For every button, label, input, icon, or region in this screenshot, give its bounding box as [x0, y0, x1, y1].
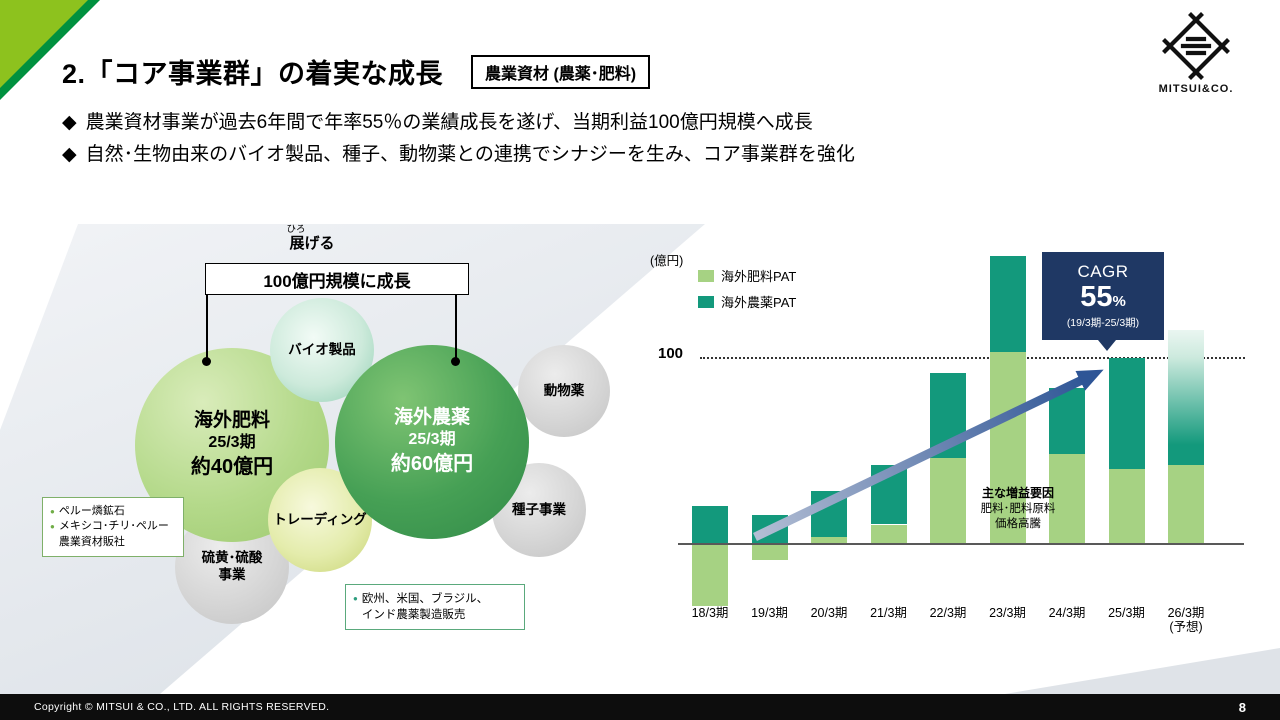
bar-segment-海外農薬PAT [1168, 330, 1204, 466]
bubble-label: 硫黄･硫酸 [201, 550, 263, 566]
bubble-label: 動物薬 [543, 382, 585, 398]
bubble-seed-business: 種子事業 [492, 463, 586, 557]
bar-segment-海外肥料PAT [1108, 469, 1145, 543]
bullet-dot-icon: ● [353, 594, 358, 603]
cagr-callout: CAGR 55% (19/3期-25/3期) [1042, 252, 1164, 340]
bubble-label: トレーディング [273, 511, 367, 527]
x-tick-label: 23/3期 [989, 606, 1026, 620]
bar-segment-海外農薬PAT [1108, 358, 1145, 469]
category-tag: 農業資材 (農薬･肥料) [471, 54, 651, 89]
note-text: ペルー燐鉱石 [58, 505, 125, 517]
summary-bullets: ◆ 農業資材事業が過去6年間で年率55％の業績成長を遂げ、当期利益100億円規模… [62, 112, 855, 176]
note-item: ● 欧州、米国、ブラジル、 インド農薬製造販売 [353, 591, 517, 623]
mitsui-igeta-icon: MITSUI&CO. [1159, 12, 1234, 95]
bullet-dot-icon: ● [50, 522, 55, 532]
legend-swatch-agrochemical [698, 295, 714, 308]
bottom-right-triangle [1005, 648, 1280, 694]
x-tick-label: 25/3期 [1108, 606, 1145, 620]
bar-segment-海外肥料PAT [751, 545, 788, 560]
bar-segment-海外肥料PAT [1168, 465, 1204, 543]
bar-segment-海外肥料PAT [692, 545, 728, 607]
gridline-100 [700, 357, 1245, 359]
x-tick-label: 18/3期 [691, 606, 729, 620]
bubble-label: 事業 [218, 567, 246, 582]
annotation-line: 肥料･肥料原料 [980, 502, 1056, 515]
bullet-item: ◆ 自然･生物由来のバイオ製品、種子、動物薬との連携でシナジーを生み、コア事業群… [62, 144, 855, 167]
company-logo: MITSUI&CO. [1150, 12, 1242, 96]
expand-label: 展げる [289, 235, 335, 252]
cagr-value: 55% [1080, 281, 1126, 314]
bubble-amount: 約60億円 [390, 452, 474, 475]
growth-target-box: 100億円規模に成長 [205, 263, 469, 295]
annotation-line: 価格高騰 [995, 518, 1041, 531]
legend-item: 海外肥料PAT [698, 266, 796, 285]
chart-legend: 海外肥料PAT 海外農薬PAT [698, 266, 796, 318]
bar-segment-海外農薬PAT [930, 372, 966, 458]
diamond-bullet-icon: ◆ [62, 143, 77, 165]
bar-segment-海外肥料PAT [870, 524, 907, 543]
bubble-title: 海外農薬 [393, 407, 470, 429]
bubble-label: 種子事業 [512, 501, 566, 517]
bar-segment-海外農薬PAT [989, 256, 1026, 353]
cagr-title: CAGR [1077, 262, 1129, 282]
connector-line-left [206, 293, 208, 359]
cagr-pointer-icon [1098, 340, 1116, 351]
page-number: 8 [1238, 699, 1246, 715]
x-tick-label: 26/3期 (予想) [1167, 606, 1205, 635]
bullet-text: 自然･生物由来のバイオ製品、種子、動物薬との連携でシナジーを生み、コア事業群を強… [85, 143, 855, 165]
pat-stacked-bar-chart: (億円) 海外肥料PAT 海外農薬PAT 100 [650, 240, 1254, 660]
corner-triangle-light [0, 0, 88, 88]
diamond-bullet-icon: ◆ [62, 112, 77, 133]
bar-segment-海外農薬PAT [692, 506, 728, 543]
y-axis-unit-label: (億円) [650, 254, 684, 268]
connector-dot-left [202, 357, 211, 366]
bullet-item: ◆ 農業資材事業が過去6年間で年率55％の業績成長を遂げ、当期利益100億円規模… [62, 112, 855, 135]
annotation-title: 主な増益要因 [981, 486, 1054, 500]
legend-item: 海外農薬PAT [698, 292, 796, 311]
bar-segment-海外農薬PAT [870, 465, 907, 525]
bar-segment-海外農薬PAT [751, 515, 788, 543]
cagr-range: (19/3期-25/3期) [1066, 316, 1140, 329]
connector-line-right [455, 293, 457, 359]
bar-segment-海外農薬PAT [811, 491, 847, 538]
gridline-100-label: 100 [658, 345, 684, 362]
bubble-label: バイオ製品 [288, 341, 356, 357]
x-tick-label: 20/3期 [810, 606, 848, 620]
x-axis-line [678, 543, 1244, 545]
profit-driver-annotation: 主な増益要因 肥料･肥料原料 価格高騰 [960, 485, 1076, 533]
bar-segment-海外農薬PAT [1049, 387, 1085, 455]
legend-label: 海外農薬PAT [721, 295, 797, 310]
x-tick-label: 22/3期 [929, 606, 967, 620]
copyright-text: Copyright © MITSUI & CO., LTD. ALL RIGHT… [34, 701, 330, 713]
legend-label: 海外肥料PAT [721, 269, 797, 284]
fertilizer-note-box: ● ペルー燐鉱石 ● メキシコ･チリ･ペルー 農業資材販社 [42, 497, 184, 558]
bullet-dot-icon: ● [50, 507, 55, 516]
bubble-trading: トレーディング [268, 468, 372, 572]
note-text: メキシコ･チリ･ペルー 農業資材販社 [58, 520, 169, 548]
note-item: ● ペルー燐鉱石 [50, 504, 176, 519]
agrochemical-note-box: ● 欧州、米国、ブラジル、 インド農薬製造販売 [345, 584, 525, 631]
connector-dot-right [451, 357, 460, 366]
x-tick-label: 24/3期 [1048, 606, 1086, 620]
bubble-overseas-agrochemicals: 海外農薬 25/3期 約60億円 [335, 345, 529, 539]
bubble-period: 25/3期 [208, 433, 256, 451]
logo-wordmark: MITSUI&CO. [1159, 83, 1234, 95]
header: 2.「コア事業群」の着実な成長 農業資材 (農薬･肥料) [62, 52, 651, 91]
bubble-amount: 約40億円 [190, 455, 274, 478]
bubble-animal-drugs: 動物薬 [518, 345, 610, 437]
note-text: 欧州、米国、ブラジル、 インド農薬製造販売 [361, 593, 489, 622]
note-item: ● メキシコ･チリ･ペルー 農業資材販社 [50, 519, 176, 550]
page-title: 2.「コア事業群」の着実な成長 [62, 59, 444, 89]
bubble-period: 25/3期 [408, 430, 456, 448]
ruby-furigana: ひろ [286, 224, 306, 235]
x-tick-label: 21/3期 [870, 606, 907, 620]
x-tick-label: 19/3期 [751, 606, 788, 620]
slide-footer: Copyright © MITSUI & CO., LTD. ALL RIGHT… [0, 694, 1280, 720]
legend-swatch-fertilizer [698, 269, 714, 282]
bubble-title: 海外肥料 [193, 410, 270, 432]
bullet-text: 農業資材事業が過去6年間で年率55％の業績成長を遂げ、当期利益100億円規模へ成… [85, 112, 813, 133]
